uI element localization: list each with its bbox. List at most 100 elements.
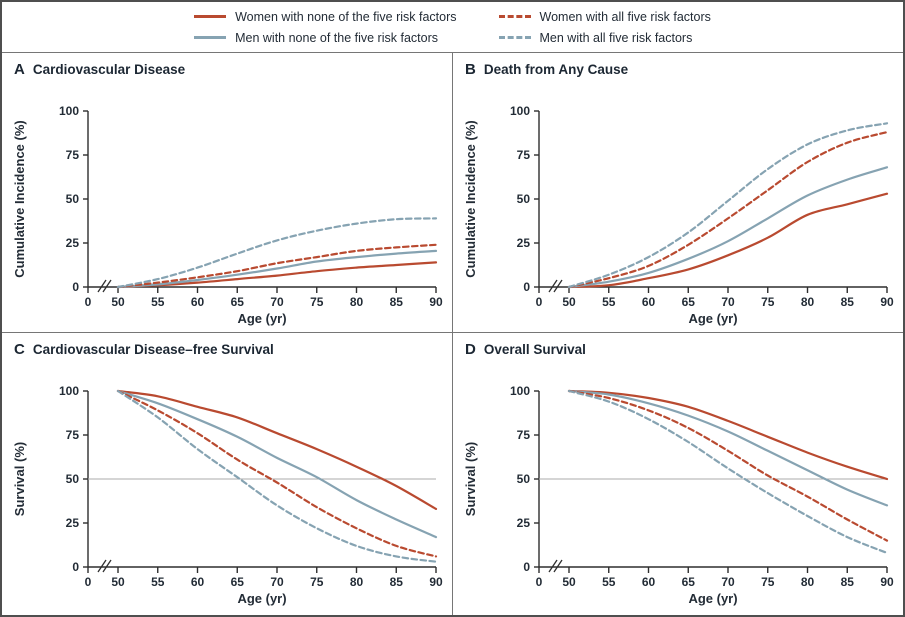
x-tick-label: 75 bbox=[310, 575, 324, 589]
y-tick-label: 50 bbox=[66, 472, 80, 486]
panel-a-chart: 0 25 50 75 100 0 50 55 60 65 70 75 80 85 90 Age (yr) Cum… bbox=[12, 104, 443, 326]
x-tick-label: 65 bbox=[231, 575, 245, 589]
x-tick-label: 50 bbox=[111, 295, 125, 309]
x-origin-tick-label: 0 bbox=[85, 295, 92, 309]
x-tick-label: 50 bbox=[562, 575, 576, 589]
y-tick-label: 75 bbox=[517, 148, 531, 162]
x-tick-label: 80 bbox=[350, 575, 364, 589]
y-axis-title: Cumulative Incidence (%) bbox=[463, 120, 478, 277]
x-tick-label: 80 bbox=[801, 295, 815, 309]
legend-item: Women with none of the five risk factors bbox=[194, 9, 457, 24]
x-tick-label: 60 bbox=[642, 295, 656, 309]
x-tick-label: 85 bbox=[390, 575, 404, 589]
x-tick-label: 75 bbox=[761, 575, 775, 589]
x-tick-label: 75 bbox=[761, 295, 775, 309]
x-tick-label: 65 bbox=[231, 295, 245, 309]
break-slash bbox=[548, 279, 558, 293]
y-tick-label: 50 bbox=[517, 472, 531, 486]
panel-b-name: Death from Any Cause bbox=[483, 62, 629, 77]
y-tick-label: 25 bbox=[66, 236, 80, 250]
y-tick-label: 100 bbox=[510, 384, 530, 398]
curve-men-with-none-of-the-five-risk-factors bbox=[116, 389, 438, 539]
curve-men-with-all-five-risk-factors bbox=[567, 122, 889, 289]
panel-d-title: D Overall Survival bbox=[461, 338, 903, 359]
curve-men-with-none-of-the-five-risk-factors bbox=[567, 166, 889, 289]
x-tick-label: 70 bbox=[721, 295, 735, 309]
dashed-line-swatch-icon bbox=[498, 15, 531, 18]
panel-a: A Cardiovascular Disease 0 25 50 75 100 0 50 55 6… bbox=[2, 53, 453, 333]
axes bbox=[83, 390, 437, 573]
legend-item-label: Women with none of the five risk factors bbox=[235, 9, 457, 24]
figure-legend: Women with none of the five risk factors… bbox=[2, 2, 903, 53]
y-tick-label: 75 bbox=[66, 148, 80, 162]
solid-line-swatch-icon bbox=[194, 15, 227, 18]
curve-women-with-none-of-the-five-risk-factors bbox=[567, 192, 889, 289]
legend-item: Women with all five risk factors bbox=[498, 10, 711, 24]
x-tick-label: 90 bbox=[880, 295, 894, 309]
panel-c: C Cardiovascular Disease–free Survival 0 2… bbox=[2, 333, 453, 615]
panel-d: D Overall Survival 0 25 50 75 100 0 50 55 60 65 70 7… bbox=[453, 333, 903, 615]
panel-b-chart: 0 25 50 75 100 0 50 55 60 65 70 75 80 85 90 Age (yr) Cum… bbox=[463, 104, 894, 326]
x-tick-label: 80 bbox=[801, 575, 815, 589]
x-tick-label: 70 bbox=[270, 575, 284, 589]
panel-c-chart: 0 25 50 75 100 0 50 55 60 65 70 75 80 85 90 Age (yr) Sur… bbox=[12, 384, 443, 606]
break-slash bbox=[553, 559, 563, 573]
x-tick-label: 60 bbox=[191, 295, 205, 309]
y-tick-label: 50 bbox=[517, 192, 531, 206]
panel-c-name: Cardiovascular Disease–free Survival bbox=[32, 342, 274, 357]
y-tick-label: 0 bbox=[72, 560, 79, 574]
x-tick-label: 50 bbox=[562, 295, 576, 309]
legend-grid: Women with none of the five risk factors… bbox=[194, 10, 711, 45]
y-tick-label: 25 bbox=[66, 516, 80, 530]
x-axis-break-icon bbox=[97, 559, 112, 573]
panel-b-letter: B bbox=[465, 61, 476, 78]
y-tick-label: 0 bbox=[523, 280, 530, 294]
axes bbox=[83, 110, 437, 293]
panel-c-title: C Cardiovascular Disease–free Survival bbox=[10, 338, 452, 359]
curve-women-with-all-five-risk-factors bbox=[567, 131, 889, 289]
x-tick-label: 60 bbox=[642, 575, 656, 589]
break-slash bbox=[553, 279, 563, 293]
axes bbox=[534, 390, 888, 573]
x-tick-label: 65 bbox=[682, 575, 696, 589]
solid-line-swatch-icon bbox=[194, 36, 227, 39]
legend-item: Men with all five risk factors bbox=[498, 30, 711, 45]
y-tick-label: 25 bbox=[517, 516, 531, 530]
x-axis-title: Age (yr) bbox=[237, 591, 286, 606]
x-tick-label: 75 bbox=[310, 295, 324, 309]
curve-women-with-none-of-the-five-risk-factors bbox=[116, 261, 438, 289]
x-tick-label: 60 bbox=[191, 575, 205, 589]
x-tick-label: 90 bbox=[880, 575, 894, 589]
break-slash bbox=[548, 559, 558, 573]
y-tick-label: 0 bbox=[72, 280, 79, 294]
y-tick-label: 100 bbox=[59, 384, 79, 398]
break-slash bbox=[102, 279, 112, 293]
x-axis-break-icon bbox=[548, 559, 563, 573]
axes bbox=[534, 110, 888, 293]
x-origin-tick-label: 0 bbox=[536, 575, 543, 589]
panel-a-title: A Cardiovascular Disease bbox=[10, 58, 452, 79]
panel-b: B Death from Any Cause 0 25 50 75 100 0 50 55 60 6… bbox=[453, 53, 903, 333]
panel-d-chart: 0 25 50 75 100 0 50 55 60 65 70 75 80 85 90 Age (yr) Sur… bbox=[463, 384, 894, 606]
x-axis-break-icon bbox=[548, 279, 563, 293]
x-tick-label: 85 bbox=[390, 295, 404, 309]
x-tick-label: 55 bbox=[602, 295, 616, 309]
break-slash bbox=[102, 559, 112, 573]
x-tick-label: 50 bbox=[111, 575, 125, 589]
legend-item-label: Men with none of the five risk factors bbox=[235, 30, 438, 45]
panel-d-letter: D bbox=[465, 341, 476, 358]
y-tick-label: 100 bbox=[510, 104, 530, 118]
y-tick-label: 75 bbox=[66, 428, 80, 442]
x-tick-label: 70 bbox=[721, 575, 735, 589]
x-tick-label: 65 bbox=[682, 295, 696, 309]
x-axis-title: Age (yr) bbox=[237, 311, 286, 326]
break-slash bbox=[97, 559, 107, 573]
legend-item: Men with none of the five risk factors bbox=[194, 31, 456, 45]
y-tick-label: 75 bbox=[517, 428, 531, 442]
legend-item-label: Men with all five risk factors bbox=[539, 30, 693, 45]
x-tick-label: 55 bbox=[151, 295, 165, 309]
curve-women-with-all-five-risk-factors bbox=[567, 389, 889, 542]
y-axis-title: Cumulative Incidence (%) bbox=[12, 120, 27, 277]
panel-a-letter: A bbox=[14, 61, 25, 78]
y-tick-label: 100 bbox=[59, 104, 79, 118]
